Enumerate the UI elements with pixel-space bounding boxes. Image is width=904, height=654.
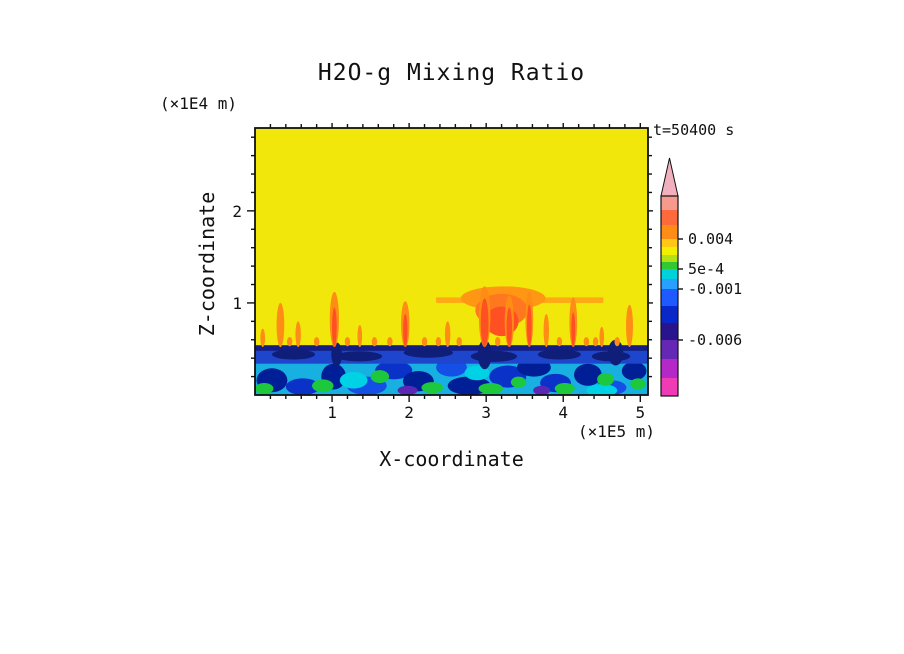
field-dot [421, 336, 428, 347]
colorbar-label: -0.001 [688, 280, 742, 298]
field-band-clump [477, 339, 492, 370]
field-blob [312, 379, 334, 393]
field-band-clump [470, 350, 517, 362]
colorbar-segment [661, 279, 678, 289]
colorbar-arrow [660, 157, 679, 197]
colorbar-segment [661, 255, 678, 262]
field-plume [444, 321, 451, 348]
field-dot [583, 336, 590, 347]
x-axis-unit: (×1E5 m) [577, 422, 655, 441]
timestamp-label: t=50400 s [653, 121, 735, 139]
colorbar-segment [661, 340, 678, 359]
field-plume-core [480, 298, 489, 348]
colorbar-segment [661, 359, 678, 378]
x-tick-label: 4 [558, 403, 568, 422]
field-blob [597, 372, 615, 386]
field-blob [630, 378, 646, 390]
field-plume [276, 302, 285, 348]
field-dot [614, 336, 620, 347]
colorbar-label: 5e-4 [688, 260, 724, 278]
plot-frame [254, 127, 649, 396]
field-blob [510, 376, 527, 388]
colorbar-segment [661, 269, 678, 279]
colorbar-segment [661, 289, 678, 306]
x-tick-label: 5 [635, 403, 645, 422]
colorbar-segment [661, 262, 678, 269]
field-plume [599, 326, 605, 348]
field-blob [586, 383, 618, 395]
field-dot [387, 336, 393, 347]
field-dot [344, 336, 351, 347]
field-plume [626, 304, 633, 348]
field-dot [435, 336, 442, 347]
x-tick-label: 3 [481, 403, 491, 422]
colorbar-segment [661, 225, 678, 239]
colorbar-segment [661, 210, 678, 225]
field-blob [370, 370, 390, 384]
field-plume-core [527, 304, 532, 348]
field-plume-core [403, 313, 408, 348]
field-blob [621, 361, 647, 381]
field-plume [260, 328, 266, 348]
field-band-clump [271, 349, 316, 360]
colorbar-segment [661, 306, 678, 323]
field-blob [464, 365, 490, 381]
field-dot [456, 336, 462, 347]
colorbar-label: 0.004 [688, 230, 733, 248]
z-axis-unit: (×1E4 m) [160, 94, 238, 113]
field-blob [397, 385, 418, 395]
z-axis-title: Z-coordinate [195, 191, 219, 337]
field-blob [554, 383, 575, 395]
colorbar-segment [661, 378, 678, 396]
field-blob [533, 385, 551, 395]
field-band-clump [335, 351, 383, 362]
colorbar-outline [660, 195, 679, 397]
field-dot [495, 336, 501, 347]
field-blob [255, 383, 274, 395]
field-blob [574, 363, 602, 386]
field-band-clump [331, 342, 343, 367]
colorbar-segment [661, 323, 678, 340]
field-plume-core [506, 307, 512, 348]
colorbar-segment [661, 196, 678, 210]
colorbar-segment [661, 239, 678, 247]
field-blob [478, 383, 504, 395]
field-plume [295, 321, 301, 348]
field-band-clump [403, 347, 454, 358]
field-band-top [255, 345, 648, 351]
field-dot [592, 336, 599, 347]
field-dot [313, 336, 320, 347]
field-plume [357, 325, 363, 348]
chart-title: H2O-g Mixing Ratio [317, 60, 586, 86]
field-blob [285, 378, 320, 395]
field-plume-core [332, 307, 337, 348]
field-band-clump [607, 339, 624, 366]
field-band-clump [537, 349, 581, 360]
z-tick-label: 2 [232, 202, 242, 221]
x-axis-title: X-coordinate [379, 447, 524, 471]
field-blob [421, 382, 444, 394]
field-dot [556, 336, 563, 347]
field-layer [255, 128, 648, 395]
field-plume [543, 313, 549, 348]
field-dot [286, 336, 293, 347]
z-tick-label: 1 [232, 294, 242, 313]
field-plume-core [571, 312, 576, 348]
x-tick-label: 1 [327, 403, 337, 422]
field-dot [371, 336, 378, 347]
field-blob [339, 371, 368, 389]
x-tick-label: 2 [404, 403, 414, 422]
colorbar-segment [661, 247, 678, 255]
colorbar-label: -0.006 [688, 331, 742, 349]
